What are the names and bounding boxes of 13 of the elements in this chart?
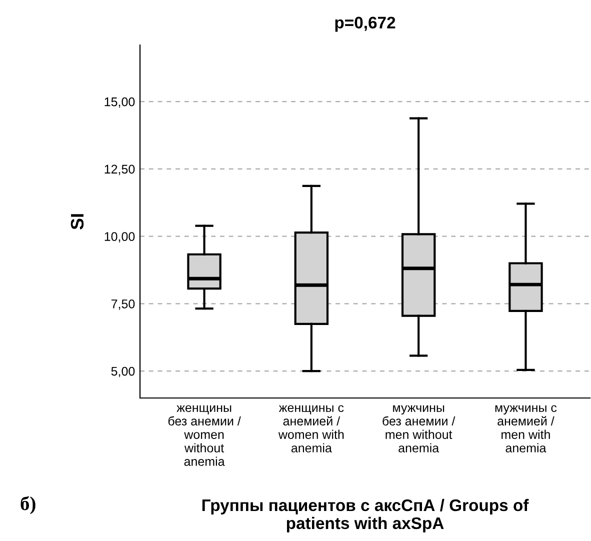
y-tick-label: 5,00 [111,366,135,378]
y-tick-label: 15,00 [104,97,135,108]
x-tick-label: мужчины с анемией / men with anemia [495,405,557,452]
x-tick-label: женщины с анемией / women with anemia [278,405,344,452]
x-tick-label: мужчины без анемии / men without anemia [382,405,456,452]
x-tick-label: женщины без анемии / women without anemia [168,405,241,466]
text: б) [20,496,36,514]
y-tick-label: 10,00 [104,232,135,242]
x-axis-title: Группы пациентов с аксСпА / Groups of patients with axSpA [202,498,529,532]
y-tick-label: 7,50 [111,299,135,310]
y-axis-title: SI [70,214,84,230]
y-tick-label: 12,50 [104,164,135,176]
chart-title: p=0,672 [335,16,396,32]
